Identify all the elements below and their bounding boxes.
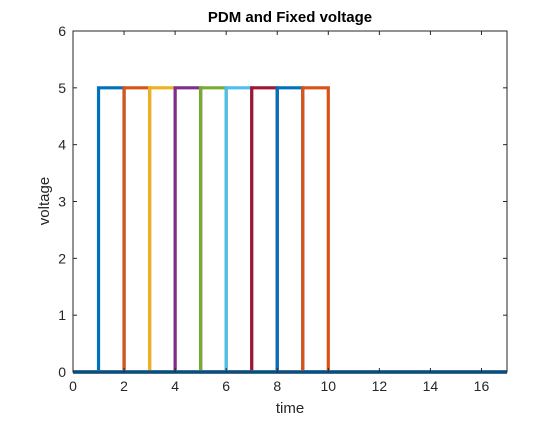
series-line-7 <box>73 86 507 374</box>
y-tick-label: 1 <box>58 307 66 323</box>
series-line-9 <box>73 86 507 374</box>
series-line-4 <box>73 86 507 374</box>
x-tick-label: 4 <box>171 378 179 394</box>
x-tick-label: 16 <box>474 378 490 394</box>
series-line-6 <box>73 86 507 374</box>
x-tick-label: 12 <box>372 378 388 394</box>
y-axis: 0 1 2 3 4 5 6 <box>58 23 507 380</box>
series-layer <box>73 86 507 374</box>
y-tick-label: 2 <box>58 250 66 266</box>
x-tick-label: 2 <box>120 378 128 394</box>
y-axis-label: voltage <box>36 177 53 225</box>
y-tick-label: 3 <box>58 194 66 210</box>
x-tick-label: 14 <box>423 378 439 394</box>
x-tick-label: 8 <box>273 378 281 394</box>
y-tick-label: 5 <box>58 80 66 96</box>
x-axis-label: time <box>276 400 304 417</box>
x-tick-label: 0 <box>69 378 77 394</box>
series-line-3 <box>73 86 507 374</box>
plot-area-frame <box>72 30 508 373</box>
series-line-8 <box>73 86 507 374</box>
series-line-2 <box>73 86 507 374</box>
y-tick-label: 4 <box>58 137 66 153</box>
series-line-1 <box>73 86 507 374</box>
series-line-5 <box>73 86 507 374</box>
x-tick-label: 10 <box>321 378 337 394</box>
x-tick-label: 6 <box>222 378 230 394</box>
x-axis: 0 2 4 6 8 10 12 14 16 <box>69 31 489 394</box>
y-tick-label: 0 <box>58 364 66 380</box>
y-tick-label: 6 <box>58 23 66 39</box>
chart-title: PDM and Fixed voltage <box>208 9 372 26</box>
